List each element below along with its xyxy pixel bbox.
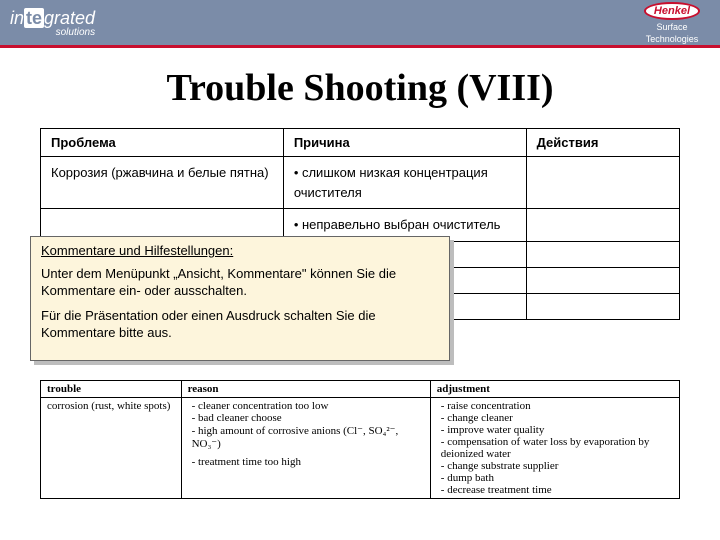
callout-title: Kommentare und Hilfestellungen: bbox=[41, 243, 439, 258]
bg-list-item: dump bath bbox=[441, 472, 673, 484]
cell-reason: • слишком низкая концентрация очистителя bbox=[283, 157, 526, 209]
table-row: Коррозия (ржавчина и белые пятна) • слиш… bbox=[41, 157, 680, 209]
cell-text: • неправельно выбран очиститель bbox=[294, 215, 516, 235]
cell-empty bbox=[526, 241, 679, 267]
callout-paragraph: Für die Präsentation oder einen Ausdruck… bbox=[41, 308, 439, 342]
bg-list-item: improve water quality bbox=[441, 424, 673, 436]
logo-prefix: in bbox=[10, 8, 24, 28]
page-title: Trouble Shooting (VIII) bbox=[0, 66, 720, 110]
bg-list-item: bad cleaner choose bbox=[192, 412, 424, 424]
bg-list-item: change cleaner bbox=[441, 412, 673, 424]
brand-oval: Henkel bbox=[644, 2, 700, 20]
bg-th: reason bbox=[181, 381, 430, 398]
th-reason: Причина bbox=[283, 129, 526, 157]
cell-empty bbox=[526, 267, 679, 293]
callout-paragraph: Unter dem Menüpunkt „Ansicht, Kommentare… bbox=[41, 266, 439, 300]
cell-problem: Коррозия (ржавчина и белые пятна) bbox=[41, 157, 284, 209]
header-bar: integrated solutions Henkel Surface Tech… bbox=[0, 0, 720, 48]
bg-list-item: cleaner concentration too low bbox=[192, 400, 424, 412]
bg-cell: corrosion (rust, white spots) bbox=[41, 398, 182, 499]
bg-list: cleaner concentration too low bad cleane… bbox=[188, 400, 424, 450]
bg-list-item: decrease treatment time bbox=[441, 484, 673, 496]
cell-action bbox=[526, 157, 679, 209]
bg-header-row: trouble reason adjustment bbox=[41, 381, 680, 398]
logo-sub: solutions bbox=[10, 27, 95, 38]
bg-cell: cleaner concentration too low bad cleane… bbox=[181, 398, 430, 499]
th-problem: Проблема bbox=[41, 129, 284, 157]
bg-list-item: compensation of water loss by evaporatio… bbox=[441, 436, 673, 460]
cell-action bbox=[526, 209, 679, 242]
cell-text: Коррозия (ржавчина и белые пятна) bbox=[51, 163, 273, 183]
background-table: trouble reason adjustment corrosion (rus… bbox=[40, 380, 680, 499]
comment-callout: Kommentare und Hilfestellungen: Unter de… bbox=[30, 236, 450, 361]
th-action: Действия bbox=[526, 129, 679, 157]
logo-left: integrated solutions bbox=[10, 8, 95, 38]
logo-highlight: te bbox=[24, 8, 44, 28]
bg-th: adjustment bbox=[430, 381, 679, 398]
bg-list: treatment time too high bbox=[188, 456, 424, 468]
table-header-row: Проблема Причина Действия bbox=[41, 129, 680, 157]
logo-suffix: grated bbox=[44, 8, 95, 28]
cell-text: • слишком низкая концентрация очистителя bbox=[294, 163, 516, 202]
bg-cell: raise concentration change cleaner impro… bbox=[430, 398, 679, 499]
bg-list-item: high amount of corrosive anions (Cl⁻, SO… bbox=[192, 424, 424, 450]
bg-list-item: raise concentration bbox=[441, 400, 673, 412]
bg-th: trouble bbox=[41, 381, 182, 398]
cell-empty bbox=[526, 293, 679, 319]
brand-sub2: Technologies bbox=[644, 34, 700, 44]
bg-list-item: treatment time too high bbox=[192, 456, 424, 468]
bg-row: corrosion (rust, white spots) cleaner co… bbox=[41, 398, 680, 499]
brand-sub1: Surface bbox=[644, 22, 700, 32]
bg-list: raise concentration change cleaner impro… bbox=[437, 400, 673, 496]
bg-list-item: change substrate supplier bbox=[441, 460, 673, 472]
logo-right: Henkel Surface Technologies bbox=[644, 2, 700, 44]
